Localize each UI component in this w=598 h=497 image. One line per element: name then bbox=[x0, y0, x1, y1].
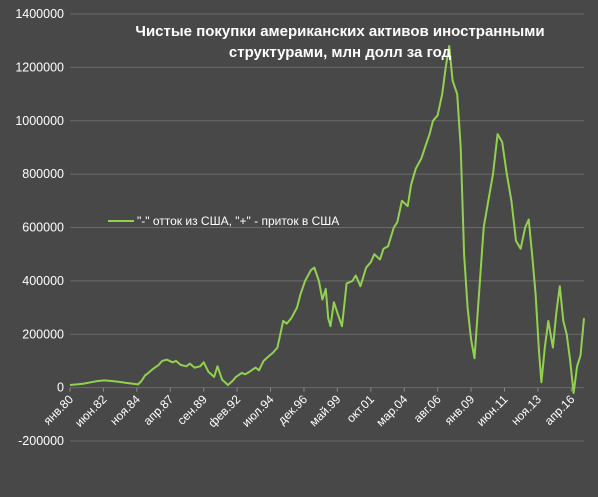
y-tick-label: 800000 bbox=[22, 167, 64, 181]
x-axis: янв.80июн.82ноя.84апр.87сен.89фев.92июл.… bbox=[41, 387, 578, 430]
y-tick-label: 400000 bbox=[22, 274, 64, 288]
chart-title-line-1: Чистые покупки американских активов инос… bbox=[135, 23, 544, 40]
series-layer bbox=[69, 45, 585, 394]
y-tick-label: 200000 bbox=[22, 327, 64, 341]
x-tick-label: ноя.84 bbox=[107, 392, 143, 428]
x-tick-label: ноя.13 bbox=[508, 392, 544, 428]
x-tick-label: апр.87 bbox=[141, 392, 177, 428]
y-tick-label: 0 bbox=[57, 381, 64, 395]
series-line bbox=[69, 45, 585, 394]
legend-label: "-" отток из США, "+" - приток в США bbox=[137, 214, 339, 228]
x-tick-label: авг.06 bbox=[411, 392, 444, 425]
y-tick-label: -200000 bbox=[18, 434, 64, 448]
y-tick-label: 1200000 bbox=[15, 60, 64, 74]
x-tick-label: дек.96 bbox=[275, 392, 310, 427]
legend: "-" отток из США, "+" - приток в США bbox=[108, 214, 339, 228]
x-tick-label: апр.16 bbox=[542, 392, 578, 428]
x-tick-label: янв.80 bbox=[41, 392, 77, 428]
grid bbox=[70, 13, 584, 442]
x-tick-label: янв.09 bbox=[442, 392, 478, 428]
x-tick-label: июн.82 bbox=[72, 392, 110, 430]
x-tick-label: окт.01 bbox=[344, 392, 377, 425]
y-tick-label: 1000000 bbox=[15, 114, 64, 128]
y-tick-label: 600000 bbox=[22, 221, 64, 235]
chart-title-line-2: структурами, млн долл за год bbox=[229, 44, 452, 61]
x-tick-label: июл.94 bbox=[239, 392, 277, 430]
x-tick-label: июн.11 bbox=[474, 392, 511, 429]
x-tick-label: фев.92 bbox=[205, 392, 243, 430]
x-tick-label: май.99 bbox=[307, 392, 344, 429]
y-axis: -200000 0 200000 400000 600000 800000 1000000 1… bbox=[15, 7, 64, 448]
x-tick-label: мар.04 bbox=[373, 392, 410, 429]
y-tick-label: 1400000 bbox=[15, 7, 64, 21]
x-tick-label: сен.89 bbox=[174, 392, 210, 428]
